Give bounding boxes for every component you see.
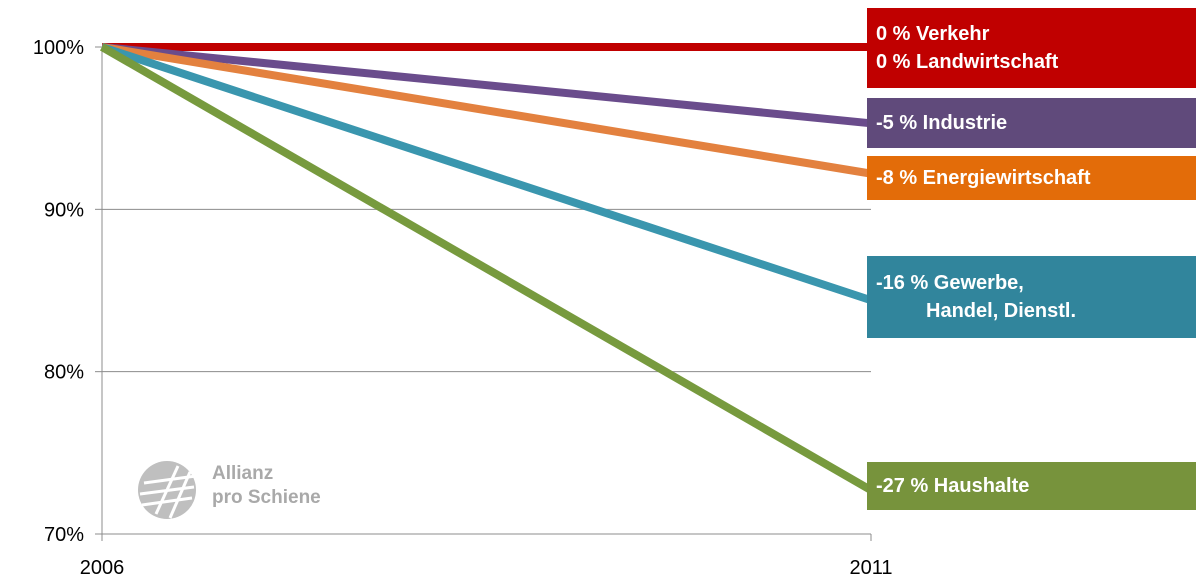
- series-label-line: -5 % Industrie: [876, 112, 1008, 134]
- x-tick-label-0: 2006: [80, 557, 125, 579]
- series-line-gewerbe: [100, 43, 873, 305]
- series-label-industrie: -5 % Industrie: [867, 98, 1196, 148]
- series-line-energiewirtschaft: [101, 43, 872, 178]
- series-label-line: 0 % Verkehr: [876, 23, 990, 45]
- y-tick-label-0: 70%: [44, 524, 84, 546]
- tick-labels: 70% 80% 90% 100% 2006 2011: [33, 37, 893, 579]
- logo: Allianz pro Schiene: [134, 458, 374, 522]
- series-label-energiewirtschaft: -8 % Energiewirtschaft: [867, 156, 1196, 200]
- axes: [95, 46, 872, 541]
- series-label-line: Handel, Dienstl.: [876, 300, 1077, 322]
- y-tick-label-3: 100%: [33, 37, 84, 59]
- grid: [102, 46, 871, 373]
- x-tick-label-1: 2011: [849, 557, 892, 579]
- y-tick-label-1: 80%: [44, 362, 84, 384]
- series-line-industrie: [101, 43, 872, 128]
- series-label-line: -16 % Gewerbe,: [876, 272, 1024, 294]
- series-label-line: 0 % Landwirtschaft: [876, 51, 1059, 73]
- y-tick-label-2: 90%: [44, 199, 84, 221]
- rail-logo-icon: [138, 461, 197, 519]
- series-label-line: -27 % Haushalte: [876, 475, 1030, 497]
- series-label-line: -8 % Energiewirtschaft: [876, 167, 1091, 189]
- series-label-gewerbe: -16 % Gewerbe, Handel, Dienstl.: [867, 256, 1196, 338]
- logo-text: Allianz pro Schiene: [212, 462, 321, 510]
- series-label-verkehr-landwirtschaft: 0 % Verkehr 0 % Landwirtschaft: [867, 8, 1196, 88]
- logo-line-2: pro Schiene: [212, 487, 321, 508]
- series-line-haushalte: [100, 43, 873, 494]
- logo-line-1: Allianz: [212, 463, 274, 484]
- series-label-haushalte: -27 % Haushalte: [867, 462, 1196, 510]
- series-lines: [100, 43, 873, 494]
